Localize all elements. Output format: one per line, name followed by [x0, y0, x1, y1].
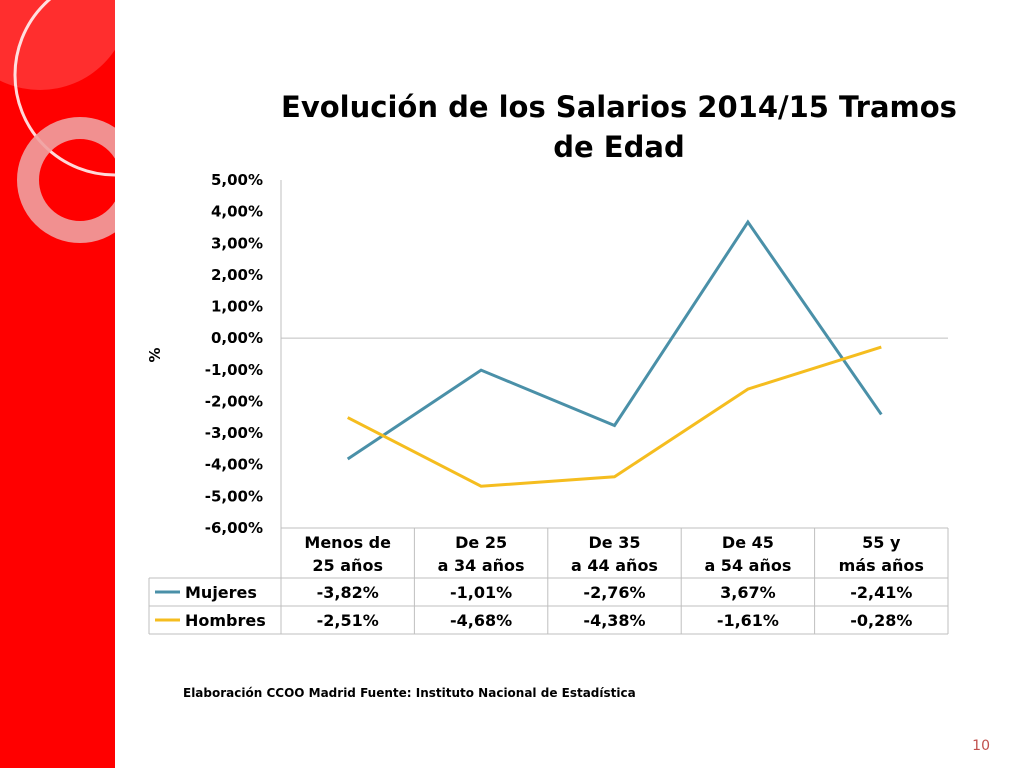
category-label: a 54 años [704, 556, 791, 575]
y-tick-label: -5,00% [205, 487, 263, 505]
data-label: -2,41% [850, 583, 912, 602]
y-tick-label: -1,00% [205, 361, 263, 379]
category-label: De 45 [722, 533, 774, 552]
category-label: De 25 [455, 533, 507, 552]
category-label: a 44 años [571, 556, 658, 575]
y-tick-label: 3,00% [211, 234, 263, 252]
chart-title-line1: Evolución de los Salarios 2014/15 Tramos [281, 90, 957, 124]
y-tick-label: 0,00% [211, 329, 263, 347]
sidebar-circle-large [13, 0, 115, 177]
sidebar-circle-fill [0, 0, 115, 90]
data-label: -2,76% [583, 583, 645, 602]
data-label: 3,67% [720, 583, 776, 602]
category-label: 25 años [312, 556, 383, 575]
legend-label-mujeres: Mujeres [185, 583, 257, 602]
data-label: -1,01% [450, 583, 512, 602]
y-axis-ticks: 5,00% 4,00% 3,00% 2,00% 1,00% 0,00% -1,00% -2,0… [205, 171, 263, 537]
category-label: De 35 [589, 533, 641, 552]
y-tick-label: -4,00% [205, 456, 263, 474]
y-tick-label: 1,00% [211, 298, 263, 316]
series-line-mujeres [346, 219, 883, 461]
category-label: 55 y [862, 533, 901, 552]
y-tick-label: 4,00% [211, 203, 263, 221]
y-tick-label: -3,00% [205, 424, 263, 442]
sidebar-ring [17, 117, 115, 243]
category-label: Menos de [304, 533, 391, 552]
y-tick-label: -6,00% [205, 519, 263, 537]
chart-title-line2: de Edad [553, 130, 684, 164]
data-label: -3,82% [317, 583, 379, 602]
category-label: más años [839, 556, 924, 575]
data-table: Menos de 25 años De 25 a 34 años De 35 a 44 a… [148, 527, 949, 635]
series-lines [346, 219, 883, 488]
page-number: 10 [972, 738, 990, 754]
decorative-sidebar [0, 0, 115, 768]
data-label: -1,61% [717, 611, 779, 630]
data-label: -2,51% [317, 611, 379, 630]
data-label: -0,28% [850, 611, 912, 630]
y-tick-label: 5,00% [211, 171, 263, 189]
legend-label-hombres: Hombres [185, 611, 266, 630]
y-axis-label: % [146, 347, 164, 362]
data-label: -4,38% [583, 611, 645, 630]
y-tick-label: 2,00% [211, 266, 263, 284]
y-tick-label: -2,00% [205, 392, 263, 410]
category-label: a 34 años [438, 556, 525, 575]
series-line-hombres [347, 345, 882, 488]
source-note: Elaboración CCOO Madrid Fuente: Institut… [183, 686, 636, 700]
data-label: -4,68% [450, 611, 512, 630]
